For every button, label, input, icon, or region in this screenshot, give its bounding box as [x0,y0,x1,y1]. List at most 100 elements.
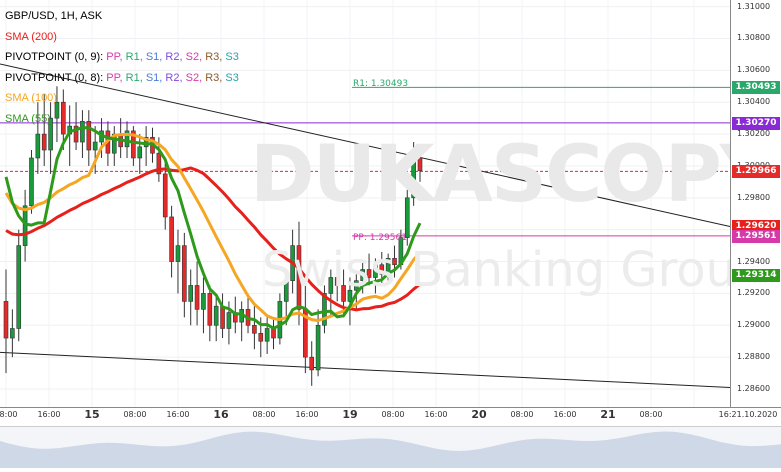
legend-pivot-9-pp: PP, [106,51,123,63]
candle-body [29,157,34,207]
legend-pivot-8-name: PIVOTPOINT (0, 8): [5,71,104,84]
y-tick-label: 1.30400 [737,97,771,107]
sma55-line [4,126,422,330]
candle-body [392,258,397,266]
price-level-label: 1.29966 [732,165,780,179]
x-tick-label: 19 [342,408,358,421]
candle-body [347,289,353,302]
candle-body [41,133,47,151]
time-axis[interactable]: 08:00 16:00 15 08:00 16:00 16 08:00 16:00 19 08:0… [0,407,781,426]
candle-body [315,324,321,371]
upper-trendline [0,63,731,227]
candle-body [354,280,359,291]
candle-body [373,264,378,278]
candle-body [322,293,327,326]
candle-body [264,328,270,342]
candle-body [366,269,372,278]
legend-sma100[interactable]: SMA (100) [5,92,57,104]
price-level-label: 1.29561 [732,229,780,243]
x-tick-label: 08:00 [510,410,534,419]
x-tick-label: 15 [84,408,100,421]
legend-pivot-8[interactable]: PIVOTPOINT (0, 8): PP, R1, S1, R2, S2, R… [5,68,239,89]
y-tick-label: 1.29400 [737,256,771,266]
candle-body [175,245,181,262]
legend-symbol[interactable]: GBP/USD, 1H, ASK [5,10,103,22]
sma200-line [5,166,421,312]
x-tick-label: 08:00 [639,410,663,419]
legend-pivot-9[interactable]: PIVOTPOINT (0, 9): PP, R1, S1, R2, S2, R… [5,47,239,68]
candle-body [124,130,130,148]
price-level-label: 1.30493 [732,81,780,95]
x-tick-label: 16:00 [37,410,61,419]
y-tick-label: 1.31000 [737,1,771,11]
candle-body [252,324,257,334]
candle-body [143,136,149,148]
navigator-area [0,431,781,468]
y-tick-label: 1.30600 [737,65,771,75]
candle-body [48,117,53,151]
legend-pivot-9-name: PIVOTPOINT (0, 9): [5,51,104,63]
legend-pivot-8-s2: S2, [185,71,203,84]
x-tick-label: 08:00 [123,410,147,419]
legend-pivot-9-r3: R3, [205,51,223,63]
candle-body [213,305,219,326]
legend-sma200[interactable]: SMA (200) [5,30,57,43]
x-tick-label: 16:21.10.2020 [718,410,778,419]
y-tick-label: 1.29800 [737,192,771,202]
candle-body [131,130,136,159]
legend-pivot-8-pp: PP, [106,71,123,84]
candle-body [92,141,98,151]
candle-body [341,285,346,302]
candle-body [411,157,416,199]
candle-body [61,101,66,135]
candle-body [194,285,200,310]
candle-body [328,277,334,294]
x-tick-label: 08:00 [0,410,18,419]
x-tick-label: 21 [600,408,616,421]
legend-pivot-9-r2: R2, [165,51,183,63]
x-tick-label: 16:00 [553,410,577,419]
watermark-brand: DUKASCOPY [250,130,776,220]
x-tick-label: 08:00 [381,410,405,419]
candle-body [334,277,340,286]
legend-pivot-8-r3: R3, [205,71,223,84]
candle-body [417,157,423,172]
legend-pivot-8-s3: S3 [225,71,239,84]
candle-body [404,197,410,238]
lower-trendline [0,351,731,388]
legend-pivot-8-r1: R1, [125,71,143,84]
legend-pivot-9-s1: S1, [145,51,163,63]
x-tick-label: 16 [213,408,229,421]
candle-body [207,293,213,326]
candle-body [258,332,264,342]
y-tick-label: 1.28600 [737,384,771,394]
price-axis[interactable]: 1.310001.308001.306001.304001.302001.300… [730,0,781,407]
legend-pivot-9-r1: R1, [125,51,143,63]
candle-body [137,146,143,159]
legend-pivot-9-s2: S2, [185,51,203,63]
y-tick-label: 1.29000 [737,320,771,330]
candle-body [86,121,92,151]
candle-body [283,280,289,302]
pp-line-label: PP: 1.29561 [353,233,407,243]
r1-line-label: R1: 1.30493 [353,79,409,89]
x-tick-label: 16:00 [295,410,319,419]
x-tick-label: 20 [471,408,487,421]
price-level-label: 1.29314 [732,269,780,283]
candle-body [188,285,194,302]
candle-body [162,173,168,218]
candle-body [156,152,162,175]
chart-legend: GBP/USD, 1H, ASK SMA (200) PIVOTPOINT (0… [5,6,239,129]
chart-navigator[interactable] [0,426,781,468]
candle-body [54,101,60,119]
legend-sma55[interactable]: SMA (55) [5,112,51,125]
y-tick-label: 1.28800 [737,352,771,362]
y-tick-label: 1.30800 [737,33,771,43]
x-tick-label: 16:00 [166,410,190,419]
candle-body [182,245,187,302]
legend-pivot-9-s3: S3 [225,51,239,63]
candle-body [3,301,9,339]
candle-body [201,293,206,310]
legend-pivot-8-r2: R2, [165,71,183,84]
